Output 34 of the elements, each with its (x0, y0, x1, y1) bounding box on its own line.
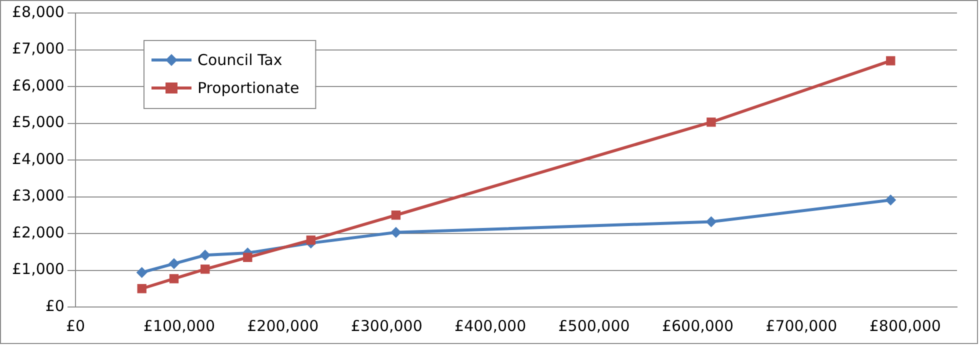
x-tick-label: £0 (66, 316, 86, 335)
x-tick-label: £600,000 (662, 316, 734, 335)
point (886, 56, 896, 66)
point (243, 252, 252, 262)
y-tick-label: £8,000 (12, 2, 64, 21)
y-tick-label: £6,000 (12, 76, 64, 94)
point (390, 226, 402, 238)
y-tick-label: £5,000 (12, 113, 64, 132)
x-tick-label: £400,000 (454, 316, 526, 335)
point (885, 194, 896, 206)
point (168, 258, 180, 270)
point (306, 236, 316, 245)
y-tick-label: £0 (45, 296, 64, 315)
y-tick-label: £4,000 (12, 150, 64, 168)
point (137, 284, 146, 294)
legend-label: Council Tax (197, 50, 282, 69)
legend-label: Proportionate (197, 78, 300, 97)
point (706, 118, 716, 127)
y-tick-label: £2,000 (12, 223, 64, 242)
y-tick-label: £7,000 (12, 40, 64, 58)
point (200, 264, 210, 274)
point (136, 266, 148, 278)
point (200, 250, 211, 261)
y-tick-label: £3,000 (12, 186, 64, 205)
y-tick-label: £1,000 (12, 260, 64, 278)
x-tick-label: £200,000 (247, 316, 319, 335)
x-tick-label: £700,000 (766, 316, 838, 335)
point (169, 274, 179, 284)
x-tick-label: £800,000 (869, 316, 941, 335)
x-tick-label: £300,000 (350, 316, 422, 335)
point (391, 210, 401, 220)
x-tick-label: £500,000 (558, 316, 630, 335)
point (706, 216, 717, 228)
x-tick-label: £100,000 (143, 316, 215, 335)
